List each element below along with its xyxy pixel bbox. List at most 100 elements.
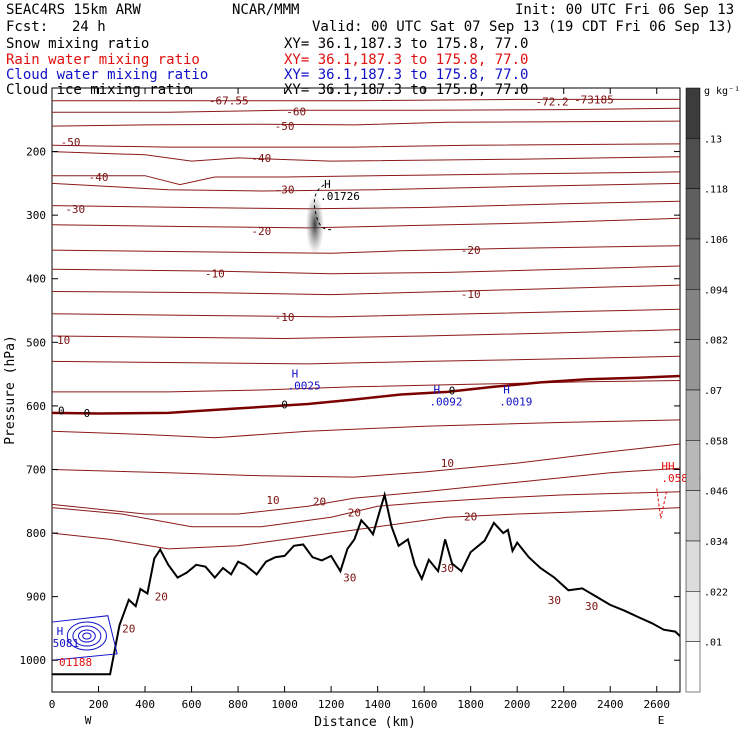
model-title: SEAC4RS 15km ARW xyxy=(6,2,141,18)
colorbar-label: .13 xyxy=(704,134,722,145)
x-tick-label: 2600 xyxy=(643,698,670,711)
cloud-water-max-marker: H xyxy=(433,384,440,397)
isotherm-label: -72.2 xyxy=(536,95,569,108)
colorbar-label: .07 xyxy=(704,386,722,397)
y-tick-label: 900 xyxy=(26,591,46,604)
ice-shade-region xyxy=(305,194,324,255)
field-name-snow: Snow mixing ratio xyxy=(6,36,149,52)
field-xy-cloud-ice: XY= 36.1,187.3 to 175.8, 77.0 xyxy=(284,82,528,98)
cloud-water-contour xyxy=(72,625,102,647)
isotherm-label: 20 xyxy=(348,507,361,520)
contour-label: 30 xyxy=(548,594,561,607)
east-label: E xyxy=(658,714,665,727)
isotherm-line xyxy=(51,467,681,515)
x-tick-label: 400 xyxy=(135,698,155,711)
y-tick-label: 400 xyxy=(26,273,46,286)
isotherm-label: -10 xyxy=(275,311,295,324)
isotherm-label: -20 xyxy=(251,225,271,238)
colorbar-segment xyxy=(685,188,701,240)
colorbar-segment xyxy=(685,238,701,290)
isotherm-label: -50 xyxy=(275,120,295,133)
field-name-rain: Rain water mixing ratio xyxy=(6,52,200,68)
isotherm-line xyxy=(51,419,681,439)
colorbar-label: .094 xyxy=(704,285,728,296)
rain-dashed-contour xyxy=(656,488,668,519)
isotherm-label: 10 xyxy=(441,457,454,470)
freezing-level-label: 0 xyxy=(281,399,288,412)
ice-shading xyxy=(305,184,335,255)
cloud-water-max-value: 5081 xyxy=(53,637,80,650)
cloud-water-max-marker: H xyxy=(503,384,510,397)
plot-frame xyxy=(51,87,681,693)
y-tick-label: 700 xyxy=(26,463,46,476)
ice-max-value: .01726 xyxy=(320,190,360,203)
colorbar-segment xyxy=(685,490,701,542)
isotherm-label: -20 xyxy=(461,244,481,257)
x-tick-label: 200 xyxy=(89,698,109,711)
isotherm-line xyxy=(51,491,681,528)
y-tick-label: 800 xyxy=(26,527,46,540)
isotherm-line xyxy=(52,171,681,186)
isotherm-line xyxy=(51,329,681,340)
isotherm-line xyxy=(51,143,681,148)
init-time: Init: 00 UTC Fri 06 Sep 13 xyxy=(515,2,734,18)
terrain-line xyxy=(52,490,681,676)
fcst-label: Fcst: xyxy=(6,19,48,35)
contour-label: 30 xyxy=(441,562,454,575)
isotherm-label: 10 xyxy=(57,334,70,347)
x-tick-label: 2000 xyxy=(504,698,531,711)
isotherm-label: -30 xyxy=(65,203,85,216)
field-name-cloud-water: Cloud water mixing ratio xyxy=(6,67,208,83)
contour-label: 30 xyxy=(585,600,598,613)
isotherm-line xyxy=(52,380,681,393)
isotherm-label: -30 xyxy=(275,184,295,197)
ice-max-marker: H xyxy=(324,178,331,191)
x-tick-label: 2400 xyxy=(597,698,624,711)
cloud-water-max-value: .0025 xyxy=(288,380,321,393)
contour-label: 20 xyxy=(313,495,326,508)
isotherm-label: -60 xyxy=(286,106,306,119)
colorbar-segment xyxy=(685,138,701,189)
isotherm-line xyxy=(52,98,680,102)
cloud-water-contour xyxy=(77,629,96,643)
x-tick-label: 1400 xyxy=(364,698,391,711)
isotherm-label: 10 xyxy=(266,494,279,507)
colorbar-segment xyxy=(685,289,701,340)
colorbar-label: .01 xyxy=(704,638,722,649)
colorbar-label: .082 xyxy=(704,336,728,347)
isotherm-line xyxy=(51,245,681,254)
cloud-water-contour xyxy=(82,632,92,640)
y-tick-label: 500 xyxy=(26,336,46,349)
y-tick-label: 300 xyxy=(26,209,46,222)
isotherm-label: -10 xyxy=(461,288,481,301)
cloud-water-max-marker: H xyxy=(292,368,299,381)
isotherm-line xyxy=(51,151,681,162)
colorbar-segment xyxy=(685,339,701,391)
x-tick-label: 1800 xyxy=(457,698,484,711)
x-tick-label: 2200 xyxy=(550,698,577,711)
colorbar-segment xyxy=(685,389,701,441)
isotherm-label: -40 xyxy=(89,171,109,184)
x-tick-label: 800 xyxy=(228,698,248,711)
isotherm-line xyxy=(51,443,681,478)
colorbar-segment xyxy=(685,591,701,642)
isotherm-line xyxy=(52,107,681,113)
contour-label: -67.55 xyxy=(209,95,249,108)
cloud-water-max-marker: H xyxy=(57,625,64,638)
isotherm-line xyxy=(51,355,681,365)
contour-label: -73185 xyxy=(574,93,614,106)
isotherm-label: -50 xyxy=(61,136,81,149)
ice-dashed-contour xyxy=(313,184,335,231)
colorbar-label: .058 xyxy=(704,436,728,447)
colorbar-segment xyxy=(685,87,701,139)
isotherm-label: -40 xyxy=(251,152,271,165)
x-tick-label: 1200 xyxy=(318,698,345,711)
freezing-level-label: 0 xyxy=(449,385,456,398)
freezing-level-label: 0 xyxy=(84,407,91,420)
cloud-water-max-value: .0019 xyxy=(499,396,532,409)
colorbar-unit: g kg⁻¹ xyxy=(704,86,740,97)
cloud-water-contour xyxy=(66,621,107,651)
fcst-value: 24 h xyxy=(72,19,106,35)
cloud-water-max-value: .0092 xyxy=(429,396,462,409)
contour-label: 20 xyxy=(155,591,168,604)
